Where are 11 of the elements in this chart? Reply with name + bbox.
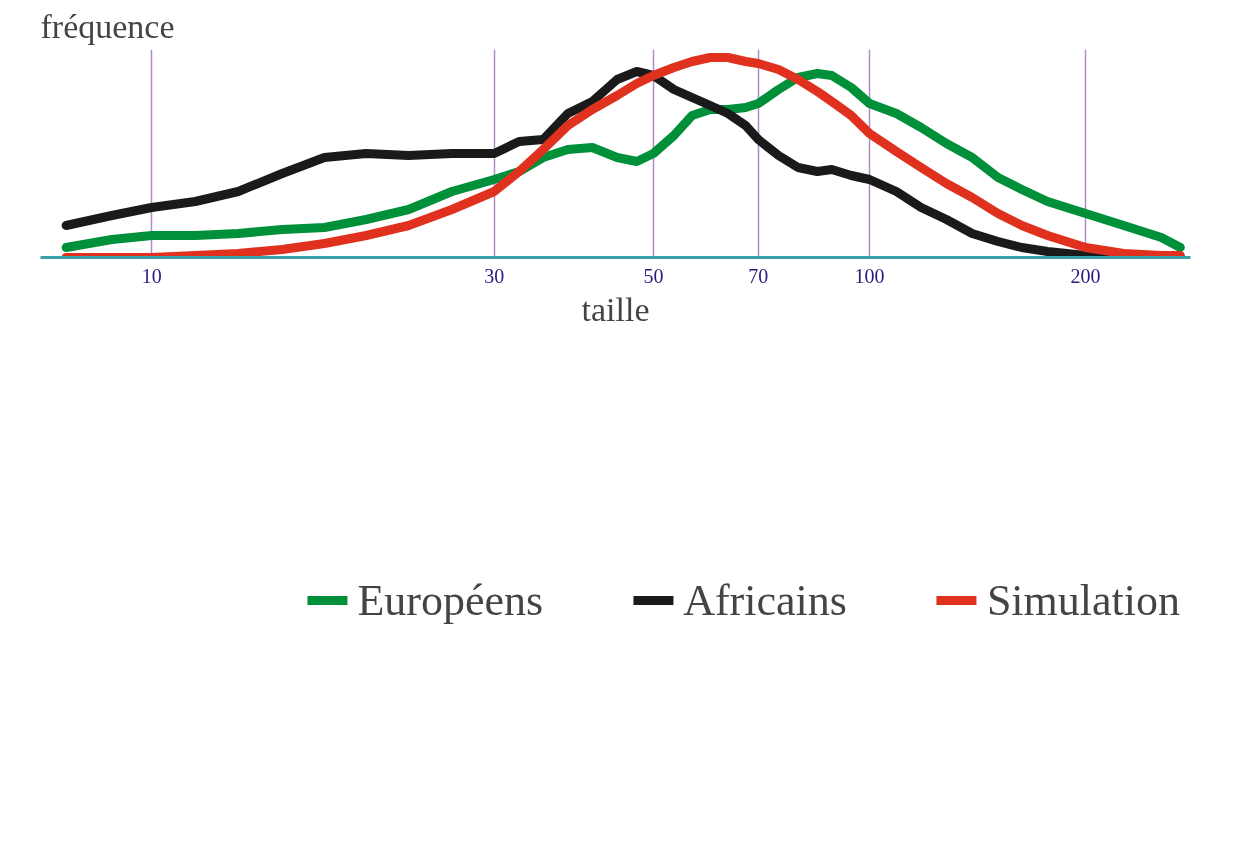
x-tick-label: 70 bbox=[748, 264, 769, 287]
legend-label: Africains bbox=[683, 574, 847, 626]
x-tick-label: 30 bbox=[484, 264, 505, 287]
legend-label: Simulation bbox=[986, 574, 1180, 626]
x-tick-label: 10 bbox=[141, 264, 162, 287]
x-axis-title: taille bbox=[581, 290, 650, 328]
x-tick-label: 100 bbox=[854, 264, 885, 287]
legend-label: Européens bbox=[357, 574, 544, 626]
x-tick-label: 50 bbox=[643, 264, 664, 287]
x-tick-label: 200 bbox=[1070, 264, 1101, 287]
y-axis-title: fréquence bbox=[40, 7, 175, 45]
